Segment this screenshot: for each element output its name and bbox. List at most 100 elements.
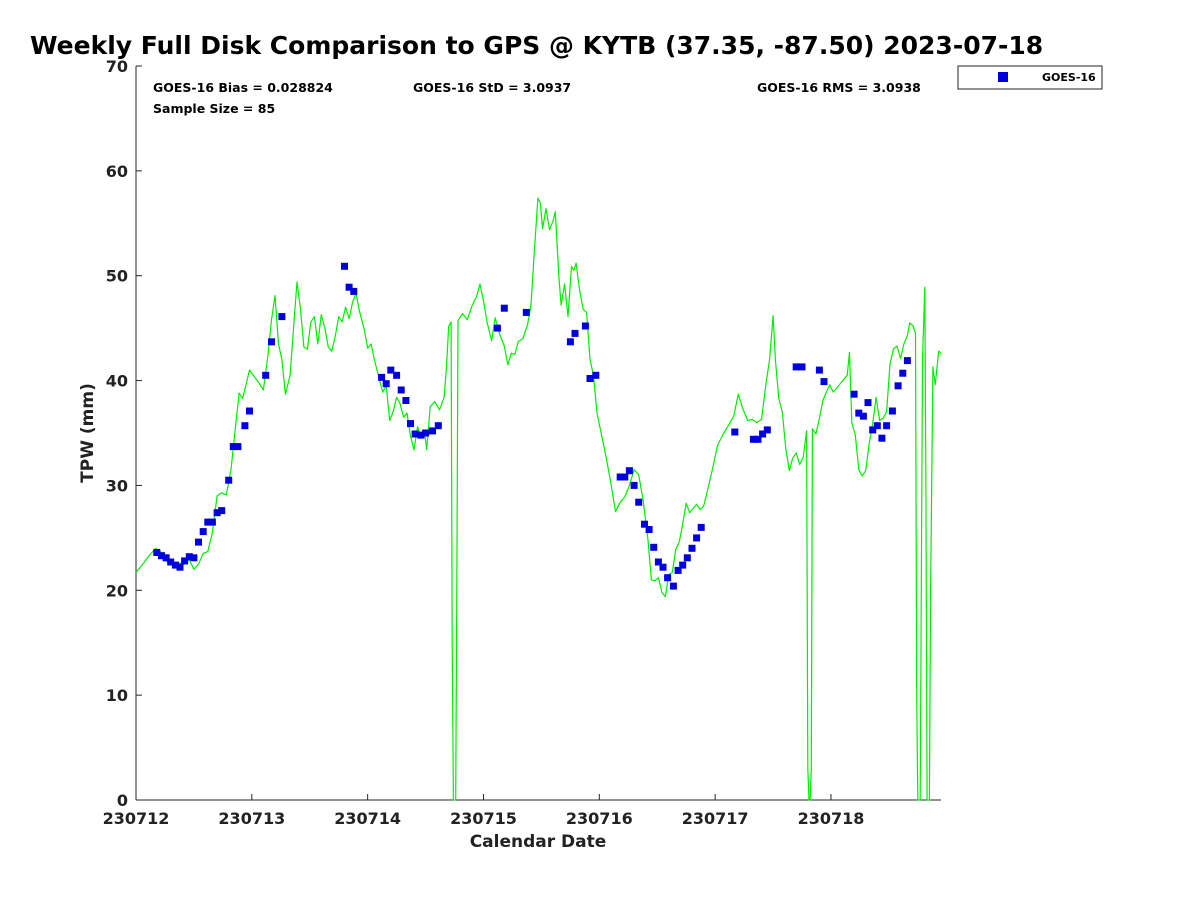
y-axis-label: TPW (mm)	[78, 383, 98, 483]
goes16-data-point	[635, 498, 643, 506]
goes16-data-point	[899, 369, 907, 377]
goes16-data-point	[749, 435, 757, 443]
goes16-data-point	[763, 426, 771, 434]
goes16-data-point	[422, 429, 430, 437]
goes16-data-point	[350, 287, 358, 295]
x-tick-label: 230718	[798, 809, 865, 828]
goes16-data-point	[417, 431, 425, 439]
goes16-data-point	[693, 534, 701, 542]
legend: GOES-16	[957, 65, 1103, 90]
y-tick-label: 10	[106, 686, 128, 705]
goes16-data-point	[798, 363, 806, 371]
goes16-data-point	[820, 378, 828, 386]
gps-line-series	[135, 197, 942, 801]
goes16-data-point	[869, 426, 877, 434]
goes16-data-point	[522, 308, 530, 316]
goes16-data-point	[674, 566, 682, 574]
goes16-data-point	[382, 380, 390, 388]
goes16-data-point	[873, 422, 881, 430]
stat-sample-size: Sample Size = 85	[153, 101, 275, 116]
goes16-data-point	[341, 262, 348, 270]
x-tick-label: 230713	[218, 809, 285, 828]
goes16-data-point	[246, 407, 253, 415]
goes16-data-point	[855, 409, 863, 417]
goes16-data-point	[195, 538, 202, 546]
goes16-data-point	[181, 557, 189, 565]
goes16-data-point	[234, 443, 242, 451]
y-tick-label: 50	[106, 267, 128, 286]
goes16-data-point	[241, 422, 249, 430]
goes16-data-point	[645, 526, 653, 533]
goes16-data-point	[176, 563, 184, 571]
goes16-data-point	[378, 373, 386, 381]
goes16-data-point	[229, 443, 237, 451]
goes16-data-point	[167, 558, 175, 566]
goes16-data-point	[171, 561, 179, 569]
legend-label-goes16: GOES-16	[1042, 71, 1096, 84]
x-tick-label: 230714	[334, 809, 401, 828]
goes16-data-point	[688, 544, 696, 552]
x-tick-label: 230712	[103, 809, 170, 828]
goes16-data-point	[754, 435, 762, 443]
goes16-data-point	[641, 520, 648, 528]
y-tick-label: 60	[106, 162, 128, 181]
goes16-data-point	[225, 476, 233, 484]
goes16-data-point	[621, 473, 629, 481]
chart-title: Weekly Full Disk Comparison to GPS @ KYT…	[30, 31, 1043, 60]
goes16-data-point	[894, 382, 902, 390]
goes16-data-point	[759, 430, 767, 438]
goes16-data-point	[199, 528, 207, 536]
goes16-data-point	[669, 582, 677, 590]
goes16-data-point	[625, 467, 633, 475]
x-tick-label: 230716	[566, 809, 633, 828]
goes16-data-point	[850, 390, 858, 398]
goes16-data-point	[592, 371, 600, 379]
goes16-data-point	[630, 481, 638, 489]
gps-tpw-line	[135, 197, 942, 801]
y-tick-label: 30	[106, 476, 128, 495]
goes16-data-point	[731, 428, 739, 436]
goes16-points-series	[153, 262, 911, 590]
goes16-data-point	[650, 543, 658, 551]
goes16-data-point	[387, 366, 395, 374]
y-tick-label: 40	[106, 372, 128, 391]
goes16-data-point	[397, 386, 405, 394]
goes16-data-point	[402, 397, 410, 404]
goes16-data-point	[581, 322, 589, 330]
goes16-data-point	[859, 412, 867, 420]
goes16-data-point	[571, 329, 579, 337]
goes16-data-point	[393, 371, 401, 379]
stat-std: GOES-16 StD = 3.0937	[413, 80, 571, 95]
goes16-data-point	[190, 554, 198, 562]
goes16-data-point	[903, 357, 911, 365]
legend-marker-goes16	[998, 72, 1008, 82]
goes16-data-point	[815, 366, 823, 374]
goes16-data-point	[792, 363, 800, 371]
goes16-data-point	[434, 422, 442, 430]
goes16-data-point	[500, 304, 508, 312]
stat-bias: GOES-16 Bias = 0.028824	[153, 80, 333, 95]
goes16-data-point	[158, 552, 165, 560]
goes16-data-point	[262, 371, 270, 379]
x-tick-label: 230717	[682, 809, 749, 828]
y-tick-label: 70	[106, 57, 128, 76]
x-axis-label: Calendar Date	[470, 832, 607, 852]
goes16-data-point	[213, 509, 221, 517]
goes16-data-point	[697, 523, 705, 531]
goes16-data-point	[345, 283, 353, 291]
goes16-data-point	[268, 338, 275, 346]
goes16-data-point	[566, 338, 574, 346]
goes16-data-point	[218, 507, 226, 515]
goes16-data-point	[162, 554, 170, 562]
goes16-data-point	[654, 558, 662, 566]
goes16-data-point	[616, 473, 624, 481]
goes16-data-point	[883, 422, 891, 430]
goes16-data-point	[208, 518, 216, 526]
goes16-data-point	[411, 430, 419, 438]
goes16-data-point	[278, 313, 286, 321]
x-tick-label: 230715	[450, 809, 517, 828]
goes16-data-point	[878, 434, 886, 442]
goes16-data-point	[153, 549, 161, 556]
goes16-data-point	[679, 561, 687, 569]
goes16-data-point	[185, 553, 193, 561]
